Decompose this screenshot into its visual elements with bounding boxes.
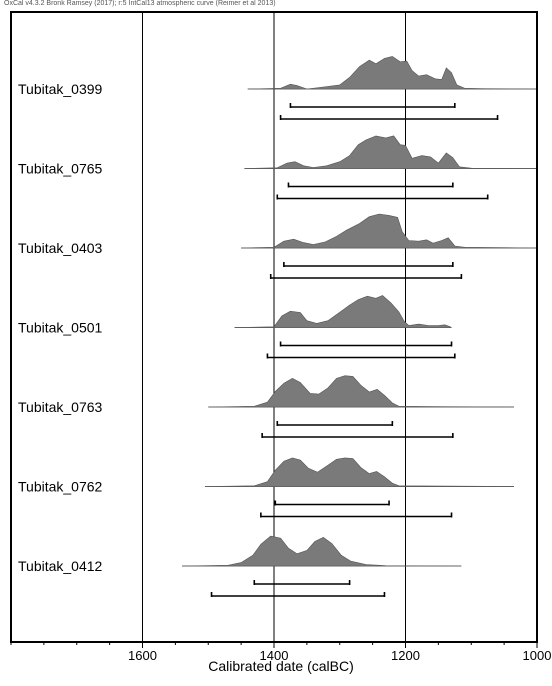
probability-distribution (244, 135, 538, 169)
68-range-bracket (287, 182, 454, 188)
sample-label: Tubitak_0501 (18, 320, 103, 336)
sample-label: Tubitak_0765 (18, 161, 103, 177)
probability-distribution (241, 213, 538, 249)
series-layer (181, 56, 538, 597)
95-range-bracket (210, 592, 386, 597)
x-axis-title: Calibrated date (calBC) (208, 658, 354, 674)
sample-label: Tubitak_0403 (18, 240, 103, 256)
chart-header: OxCal v4.3.2 Bronk Ramsey (2017); r:5 In… (4, 0, 276, 7)
probability-distribution (234, 295, 452, 328)
sample-label: Tubitak_0412 (18, 558, 103, 574)
95-range-bracket (266, 353, 456, 359)
68-range-bracket (283, 262, 454, 267)
x-tick-label-1200: 1200 (391, 648, 420, 663)
sample-label: Tubitak_0763 (18, 399, 103, 415)
sample-group-tubitak_0403 (241, 213, 538, 279)
95-range-bracket (279, 115, 499, 120)
68-range-bracket (274, 500, 390, 506)
frame-layer (10, 11, 538, 648)
sample-group-tubitak_0763 (208, 375, 515, 438)
68-range-bracket (253, 580, 351, 585)
sample-group-tubitak_0399 (247, 56, 538, 120)
95-range-bracket (261, 433, 454, 438)
x-tick-label-1400: 1400 (260, 648, 289, 663)
sample-label: Tubitak_0399 (18, 81, 103, 97)
probability-distribution (208, 375, 515, 408)
label-layer: Tubitak_0399 Tubitak_0765 Tubitak_0403 Tubi… (18, 81, 551, 663)
68-range-bracket (276, 421, 394, 426)
sample-group-tubitak_0501 (234, 295, 456, 359)
x-tick-label-1600: 1600 (128, 648, 157, 663)
95-range-bracket (269, 274, 463, 279)
68-range-bracket (289, 103, 456, 108)
probability-distribution (204, 457, 515, 487)
68-range-bracket (279, 341, 453, 347)
sample-group-tubitak_0762 (204, 457, 515, 518)
sample-label: Tubitak_0762 (18, 479, 103, 495)
probability-distribution (181, 535, 462, 567)
probability-distribution (247, 56, 538, 90)
x-tick-label-1000: 1000 (523, 648, 552, 663)
sample-group-tubitak_0412 (181, 535, 462, 597)
95-range-bracket (276, 194, 489, 200)
sample-group-tubitak_0765 (244, 135, 538, 200)
95-range-bracket (260, 512, 453, 518)
